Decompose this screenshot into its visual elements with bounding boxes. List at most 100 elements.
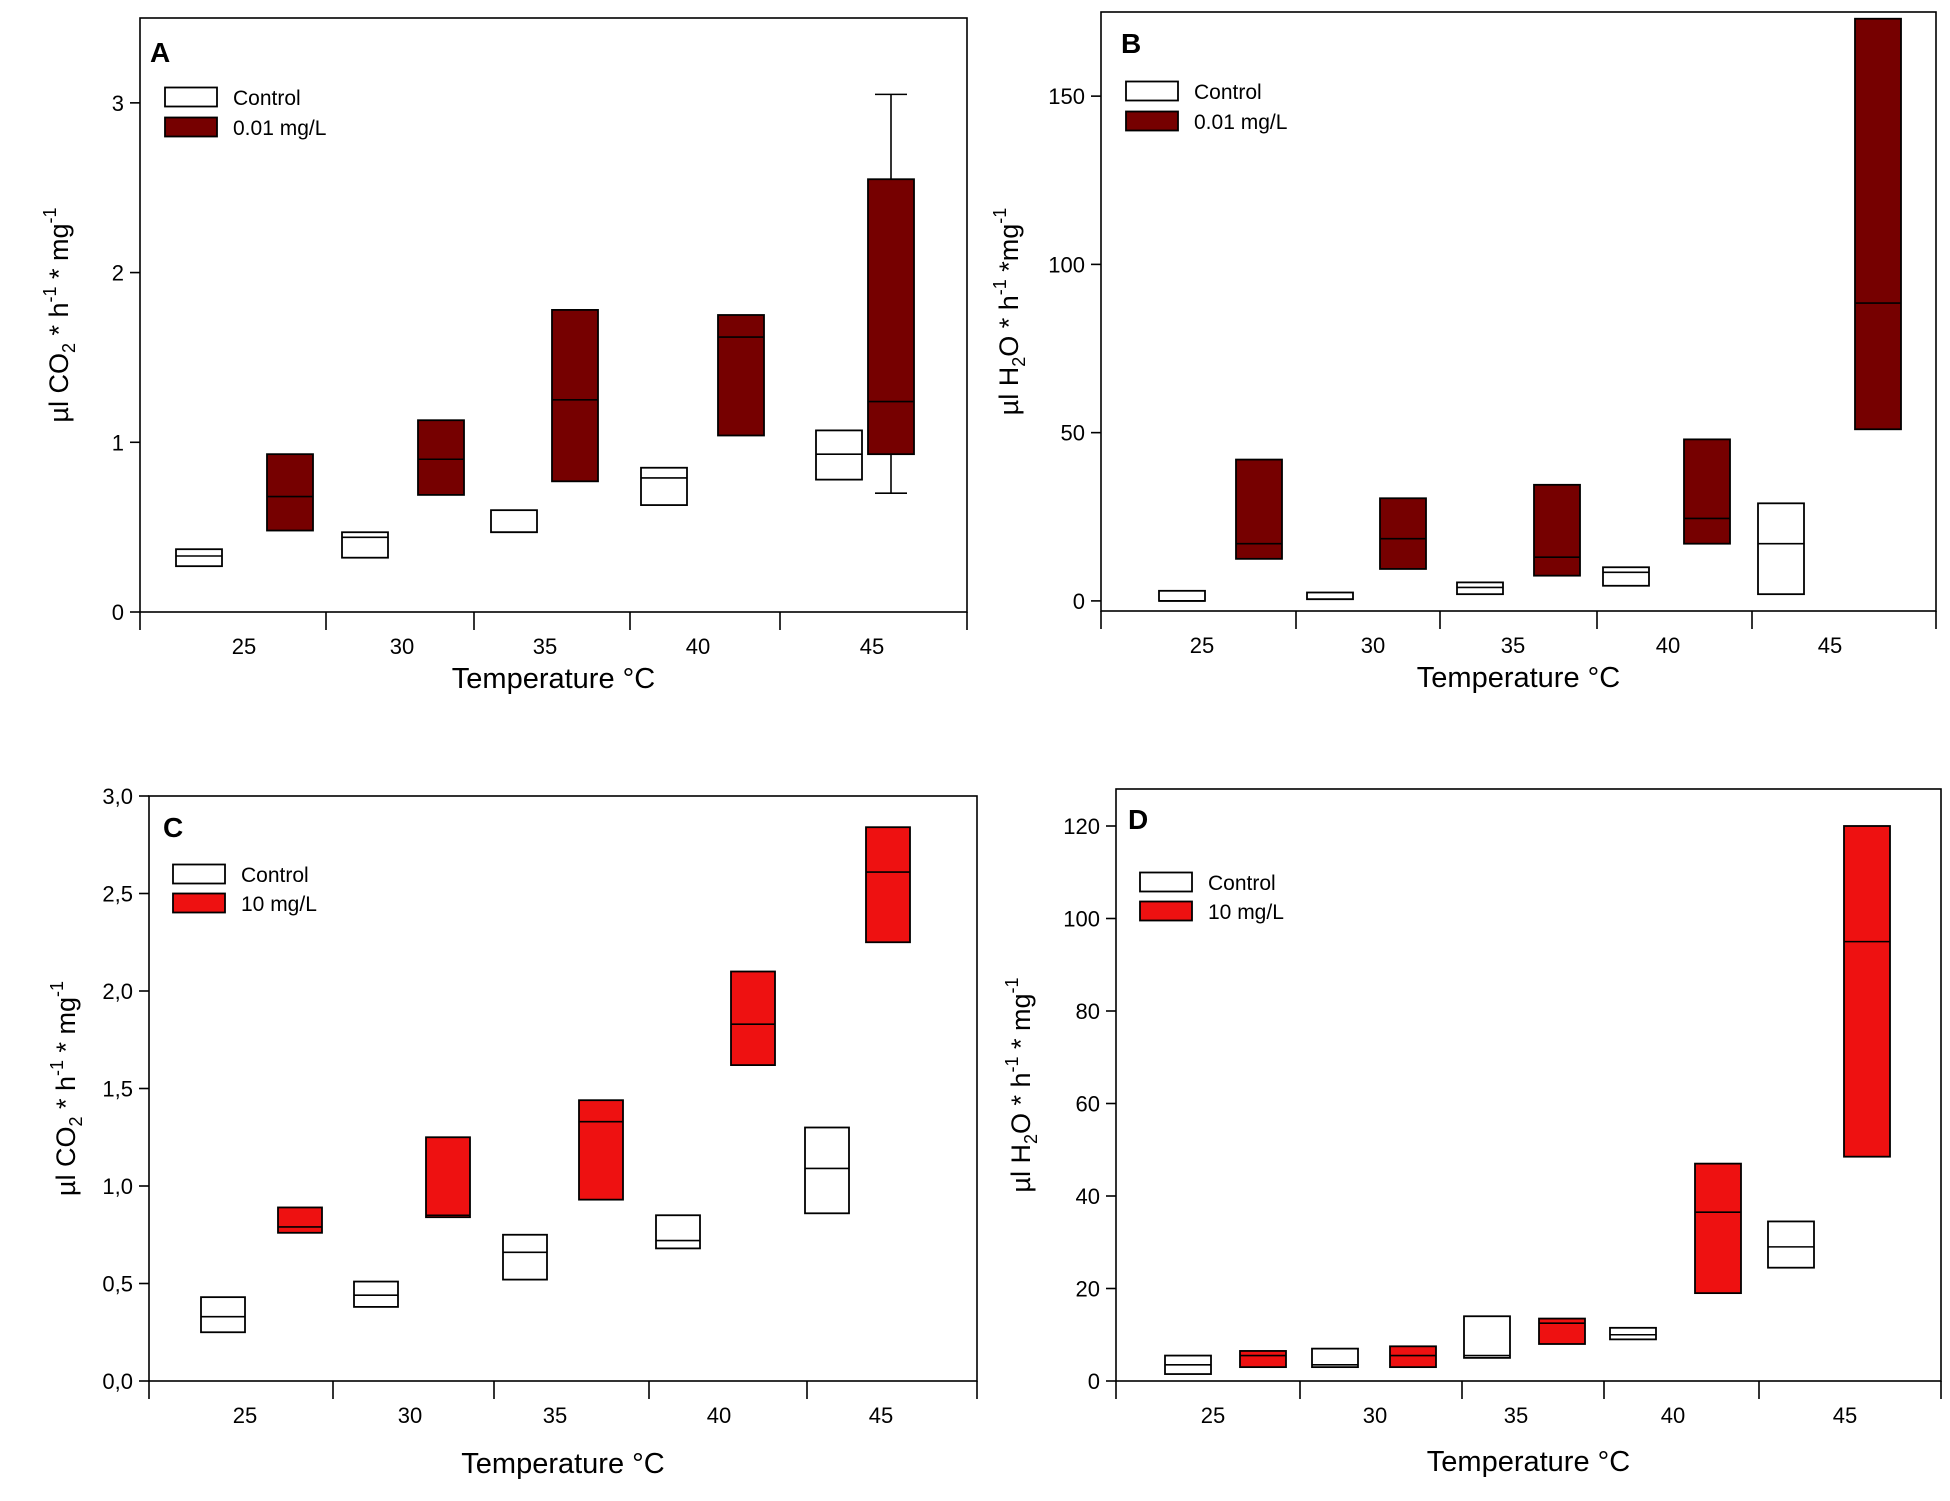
y-tick-label: 2: [112, 261, 124, 286]
y-axis-title-part: -1: [990, 208, 1010, 224]
box-control: [804, 1126, 850, 1215]
legend-swatch: [1125, 110, 1179, 132]
panel-label: A: [150, 37, 170, 68]
y-axis-title-part: * mg: [44, 223, 74, 286]
legend-label: Control: [241, 864, 309, 887]
y-axis-title-part: 2: [1021, 1134, 1041, 1144]
y-tick-label: 0: [112, 600, 124, 625]
panel-label: C: [163, 812, 183, 843]
box-treatment: [1379, 497, 1427, 570]
y-tick-label: 60: [1076, 1092, 1100, 1117]
panel-label: D: [1128, 804, 1148, 835]
legend-label: 0.01 mg/L: [1194, 111, 1287, 134]
y-axis-title-part: 2: [59, 343, 79, 353]
x-tick-label: 40: [1661, 1403, 1685, 1428]
y-tick-label: 40: [1076, 1184, 1100, 1209]
y-axis-title-part: µl CO: [44, 353, 74, 423]
box-treatment: [1389, 1345, 1437, 1369]
legend-swatch: [1139, 871, 1193, 893]
x-tick-label: 30: [390, 634, 414, 659]
y-axis-title-part: * mg: [1006, 993, 1036, 1056]
y-axis-title: µl H2O * h-1 *mg-1: [990, 208, 1029, 416]
box-control: [1602, 566, 1650, 587]
y-axis-title-part: O * h: [1006, 1072, 1036, 1134]
legend-swatch: [1139, 900, 1193, 922]
box-treatment: [1843, 825, 1891, 1158]
y-axis-title: µl CO2 * h-1 * mg-1: [47, 981, 86, 1196]
y-axis-title-part: -1: [40, 286, 60, 302]
y-axis-title-part: * h: [44, 302, 74, 343]
x-tick-label: 30: [398, 1403, 422, 1428]
box-treatment: [277, 1206, 323, 1234]
legend-label: Control: [1194, 81, 1262, 104]
y-axis-title-part: µl CO: [51, 1127, 81, 1197]
x-tick-label: 25: [232, 634, 256, 659]
plot-frame: [1115, 788, 1942, 1382]
box-treatment: [417, 419, 465, 496]
y-axis-title-part: µl H: [994, 367, 1024, 416]
y-axis-title-part: 2: [66, 1117, 86, 1127]
x-axis-title: Temperature °C: [461, 1448, 664, 1480]
x-tick-label: 25: [1190, 633, 1214, 658]
y-axis-title-part: *mg: [994, 224, 1024, 280]
box-control: [200, 1296, 246, 1334]
legend-label: 10 mg/L: [241, 893, 317, 916]
box-control: [353, 1280, 399, 1308]
box-treatment: [1694, 1162, 1742, 1295]
y-tick-label: 120: [1063, 814, 1100, 839]
y-axis-title-part: -1: [47, 981, 67, 997]
box-control: [502, 1233, 548, 1281]
y-axis-title-part: -1: [990, 279, 1010, 295]
y-tick-label: 1,0: [102, 1174, 133, 1199]
legend-label: 10 mg/L: [1208, 901, 1284, 924]
y-tick-label: 50: [1061, 421, 1085, 446]
box-control: [1456, 581, 1504, 596]
x-tick-label: 45: [869, 1403, 893, 1428]
box-control: [490, 509, 538, 534]
y-tick-label: 3,0: [102, 784, 133, 809]
x-axis-title: Temperature °C: [1417, 662, 1620, 694]
x-tick-label: 45: [1818, 633, 1842, 658]
y-tick-label: 0,0: [102, 1369, 133, 1394]
chart-panel-b: 0 50 100 150 25 30 35 40 45 Temperature °C µl H2O …: [990, 11, 1937, 694]
box-control: [175, 548, 223, 568]
y-axis-title-part: -1: [1002, 1056, 1022, 1072]
chart-panel-c: 0,0 0,5 1,0 1,5 2,0 2,5 3,0 25 30 35 40 45 Temperatu…: [47, 784, 978, 1480]
legend-label: 0.01 mg/L: [233, 117, 326, 140]
x-tick-label: 40: [707, 1403, 731, 1428]
y-tick-label: 3: [112, 91, 124, 116]
y-tick-label: 150: [1048, 84, 1085, 109]
x-axis-title: Temperature °C: [1427, 1446, 1630, 1478]
y-axis-title-part: 2: [1009, 357, 1029, 367]
x-tick-label: 25: [233, 1403, 257, 1428]
box-control: [1158, 589, 1206, 602]
box-treatment: [717, 314, 765, 437]
legend-swatch: [164, 86, 218, 108]
x-tick-label: 40: [686, 634, 710, 659]
box-treatment: [425, 1136, 471, 1219]
box-control: [1757, 502, 1805, 596]
y-tick-label: 1,5: [102, 1077, 133, 1102]
box-treatment: [1854, 17, 1902, 431]
y-tick-label: 100: [1063, 907, 1100, 932]
y-axis-title: µl CO2 * h-1 * mg-1: [40, 207, 79, 422]
box-treatment: [551, 309, 599, 483]
y-tick-label: 2,5: [102, 882, 133, 907]
box-control: [1609, 1326, 1657, 1341]
y-axis-title-part: * mg: [51, 997, 81, 1060]
y-tick-label: 100: [1048, 252, 1085, 277]
plot-frame: [1100, 11, 1937, 612]
y-axis-title-part: -1: [40, 207, 60, 223]
box-control: [341, 531, 389, 559]
x-axis-title: Temperature °C: [452, 663, 655, 695]
legend-label: Control: [1208, 872, 1276, 895]
y-axis-title-part: * h: [51, 1076, 81, 1117]
box-treatment: [1538, 1317, 1586, 1345]
x-tick-label: 35: [1504, 1403, 1528, 1428]
box-control: [815, 429, 863, 481]
plot-frame: [139, 17, 968, 613]
y-tick-label: 1: [112, 430, 124, 455]
x-tick-label: 25: [1201, 1403, 1225, 1428]
y-axis-title-part: µl H: [1006, 1144, 1036, 1193]
